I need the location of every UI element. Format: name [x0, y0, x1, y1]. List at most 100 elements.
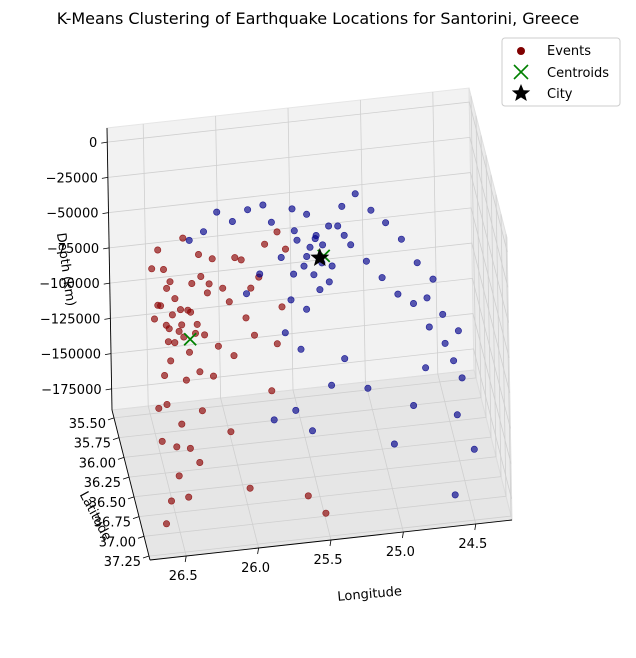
- z-grid-line: [107, 101, 508, 253]
- event-point: [175, 327, 183, 335]
- z-grid-line: [108, 172, 509, 323]
- event-point: [200, 228, 208, 236]
- event-point: [256, 270, 264, 278]
- event-point: [364, 384, 372, 392]
- event-point: [338, 202, 346, 210]
- event-point: [201, 331, 209, 339]
- chart-title: K-Means Clustering of Earthquake Locatio…: [57, 9, 579, 28]
- event-point: [148, 265, 156, 273]
- event-point: [231, 254, 239, 262]
- event-point: [219, 284, 227, 292]
- event-point: [162, 321, 170, 329]
- y-tick-label: 37.25: [104, 555, 141, 570]
- event-point: [163, 520, 171, 528]
- event-point: [227, 428, 235, 436]
- event-point: [185, 236, 193, 244]
- event-point: [450, 357, 458, 365]
- event-point: [413, 259, 421, 267]
- event-point: [454, 327, 462, 335]
- event-point: [237, 256, 245, 264]
- z-tick-mark: [102, 212, 109, 214]
- z-tick-label: −175000: [41, 383, 102, 398]
- z-tick-mark: [104, 353, 112, 355]
- legend: Events Centroids City: [501, 37, 621, 107]
- x-grid-line: [432, 91, 477, 525]
- x-grid-line: [142, 123, 187, 557]
- z-tick-label: 0: [89, 136, 97, 151]
- y-tick-mark: [132, 516, 140, 519]
- event-point: [316, 286, 324, 294]
- grid-lines: [107, 91, 512, 557]
- event-point: [195, 251, 203, 259]
- city-marker: [310, 247, 330, 266]
- event-point: [341, 355, 349, 363]
- z-tick-label: −150000: [40, 348, 101, 363]
- event-point: [247, 284, 255, 292]
- event-point: [390, 440, 398, 448]
- y-grid-line: [138, 194, 502, 517]
- axis-lines: [101, 127, 513, 563]
- event-point: [292, 406, 300, 414]
- event-point: [186, 348, 194, 356]
- event-point: [310, 271, 318, 279]
- y-tick-mark: [137, 535, 145, 539]
- event-point: [193, 320, 201, 328]
- event-point: [186, 444, 194, 452]
- data-points: [148, 190, 478, 528]
- event-point: [470, 445, 478, 453]
- event-point: [243, 290, 251, 298]
- event-point: [213, 208, 221, 216]
- legend-label-centroids: Centroids: [547, 66, 609, 81]
- event-point: [155, 404, 163, 412]
- y-tick-label: 36.00: [79, 456, 116, 471]
- event-point: [178, 321, 186, 329]
- event-point: [267, 218, 275, 226]
- event-point: [308, 427, 316, 435]
- event-point: [303, 210, 311, 218]
- event-point: [198, 407, 206, 415]
- event-point: [347, 241, 355, 249]
- z-tick-mark: [101, 141, 108, 144]
- event-point: [179, 234, 187, 242]
- event-point: [382, 219, 390, 227]
- event-point: [351, 190, 359, 198]
- z-tick-mark: [104, 317, 111, 320]
- legend-marker-centroids: [513, 64, 529, 80]
- event-point: [287, 296, 295, 304]
- legend-label-city: City: [547, 87, 573, 102]
- y-tick-label: 37.00: [99, 535, 136, 550]
- z-grid-line: [110, 313, 512, 464]
- legend-label-events: Events: [547, 44, 591, 59]
- event-point: [167, 357, 175, 365]
- y-tick-label: 36.50: [89, 496, 126, 511]
- x-tick-mark: [257, 547, 259, 555]
- event-point: [161, 371, 169, 379]
- event-point: [154, 246, 162, 254]
- event-point: [261, 240, 269, 248]
- event-point: [304, 492, 312, 500]
- event-point: [178, 420, 186, 428]
- event-point: [311, 235, 319, 243]
- y-grid-line: [118, 115, 482, 438]
- event-point: [451, 491, 459, 499]
- event-point: [325, 278, 333, 286]
- z-tick-label: −100000: [39, 277, 100, 292]
- event-point: [422, 364, 430, 372]
- event-point: [164, 338, 172, 346]
- event-point: [293, 236, 301, 244]
- y-grid-line: [133, 174, 497, 498]
- event-point: [325, 222, 333, 230]
- event-point: [214, 342, 222, 350]
- event-point: [322, 509, 330, 517]
- x-grid-line: [287, 107, 332, 541]
- event-point: [425, 323, 433, 331]
- y-tick-mark: [122, 476, 130, 480]
- event-point: [228, 218, 236, 226]
- event-point: [334, 222, 342, 230]
- event-point: [188, 279, 196, 287]
- event-point: [196, 458, 204, 466]
- x-tick-label: 25.0: [386, 545, 415, 560]
- x-tick-mark: [184, 555, 187, 563]
- event-point: [163, 400, 171, 408]
- event-point: [303, 253, 311, 261]
